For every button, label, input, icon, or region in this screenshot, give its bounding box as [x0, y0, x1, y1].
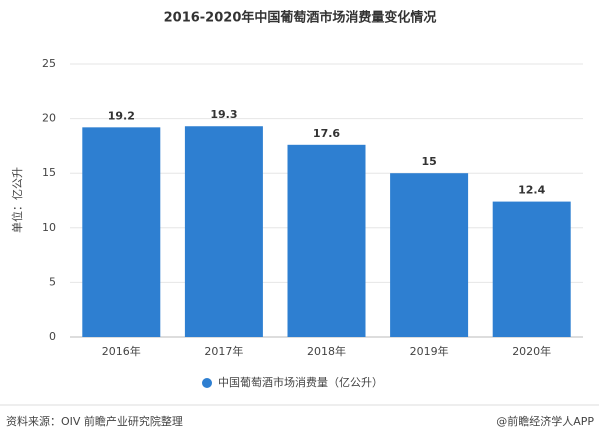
y-tick-label: 15 [42, 166, 56, 179]
value-label: 12.4 [518, 184, 545, 197]
bar [184, 126, 263, 337]
chart-title: 2016-2020年中国葡萄酒市场消费量变化情况 [164, 10, 437, 26]
x-tick-label: 2020年 [512, 344, 551, 358]
value-label: 19.2 [108, 109, 135, 122]
value-label: 19.3 [210, 108, 237, 121]
y-tick-label: 10 [42, 221, 56, 234]
y-axis-label: 单位：亿公升 [10, 167, 24, 233]
x-tick-label: 2018年 [307, 344, 346, 358]
y-tick-label: 20 [42, 112, 56, 125]
y-tick-label: 25 [42, 57, 56, 70]
y-tick-label: 5 [49, 275, 56, 288]
bar [492, 201, 571, 337]
legend-marker [202, 378, 212, 388]
credit: @前瞻经济学人APP [496, 414, 594, 428]
legend-label: 中国葡萄酒市场消费量（亿公升） [218, 375, 383, 389]
x-tick-label: 2016年 [102, 344, 141, 358]
x-tick-label: 2017年 [204, 344, 243, 358]
bar [82, 127, 161, 337]
y-tick-label: 0 [49, 330, 56, 343]
value-label: 15 [421, 155, 436, 168]
value-label: 17.6 [313, 127, 340, 140]
bar [287, 144, 366, 337]
source: 资料来源：OIV 前瞻产业研究院整理 [6, 414, 183, 428]
x-tick-label: 2019年 [410, 344, 449, 358]
bar [390, 173, 469, 337]
